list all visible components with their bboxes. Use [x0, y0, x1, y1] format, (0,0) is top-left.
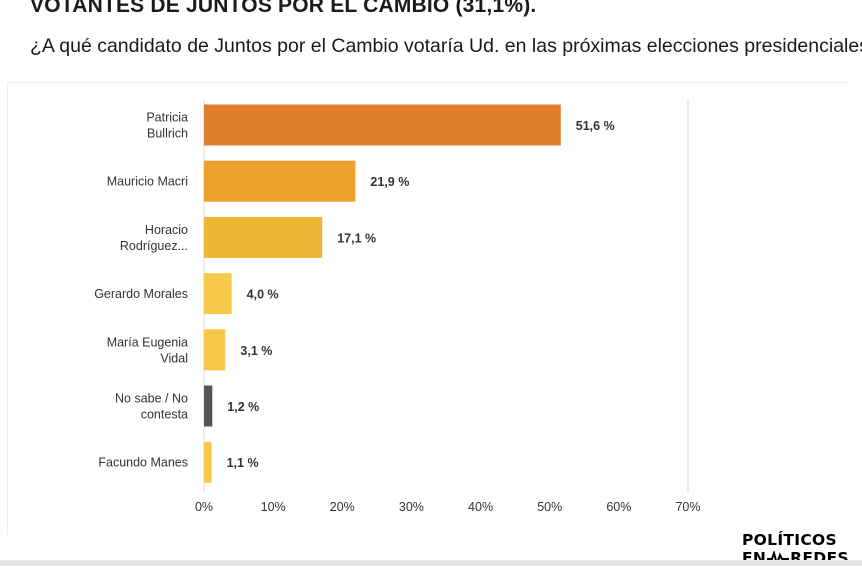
- data-label: 21,9 %: [370, 175, 409, 189]
- data-label: 1,2 %: [227, 400, 259, 414]
- x-tick-label: 0%: [195, 500, 213, 514]
- category-label: Horacio: [145, 223, 188, 237]
- category-label: María Eugenia: [107, 335, 188, 349]
- category-label: Rodríguez...: [120, 239, 188, 253]
- category-label: Patricia: [146, 111, 188, 125]
- x-tick-label: 60%: [606, 500, 631, 514]
- bar: [204, 385, 213, 427]
- x-tick-label: 20%: [330, 500, 355, 514]
- bar: [204, 216, 323, 258]
- category-label: Mauricio Macri: [107, 175, 188, 189]
- bar: [204, 160, 356, 202]
- x-tick-label: 70%: [675, 500, 700, 514]
- bar: [204, 104, 561, 146]
- bar: [204, 441, 212, 483]
- x-tick-label: 10%: [261, 500, 286, 514]
- data-label: 3,1 %: [240, 344, 272, 358]
- bar: [204, 273, 232, 315]
- chart-subtitle: ¿A qué candidato de Juntos por el Cambio…: [30, 35, 862, 57]
- chart-title: VOTANTES DE JUNTOS POR EL CAMBIO (31,1%)…: [30, 0, 537, 17]
- category-label: contesta: [141, 408, 188, 422]
- bar: [204, 329, 226, 371]
- category-label: Bullrich: [147, 127, 188, 141]
- category-label: Vidal: [160, 351, 188, 365]
- data-label: 51,6 %: [576, 119, 615, 133]
- x-tick-label: 40%: [468, 500, 493, 514]
- category-label: No sabe / No: [115, 392, 188, 406]
- logo-line-1: POLÍTICOS: [742, 531, 837, 549]
- data-label: 17,1 %: [337, 231, 376, 245]
- category-label: Facundo Manes: [98, 456, 188, 470]
- data-label: 4,0 %: [247, 288, 279, 302]
- chart-frame: [7, 82, 850, 535]
- x-tick-label: 50%: [537, 500, 562, 514]
- x-tick-label: 30%: [399, 500, 424, 514]
- data-label: 1,1 %: [227, 456, 259, 470]
- category-label: Gerardo Morales: [94, 287, 188, 301]
- bottom-divider: [0, 560, 862, 566]
